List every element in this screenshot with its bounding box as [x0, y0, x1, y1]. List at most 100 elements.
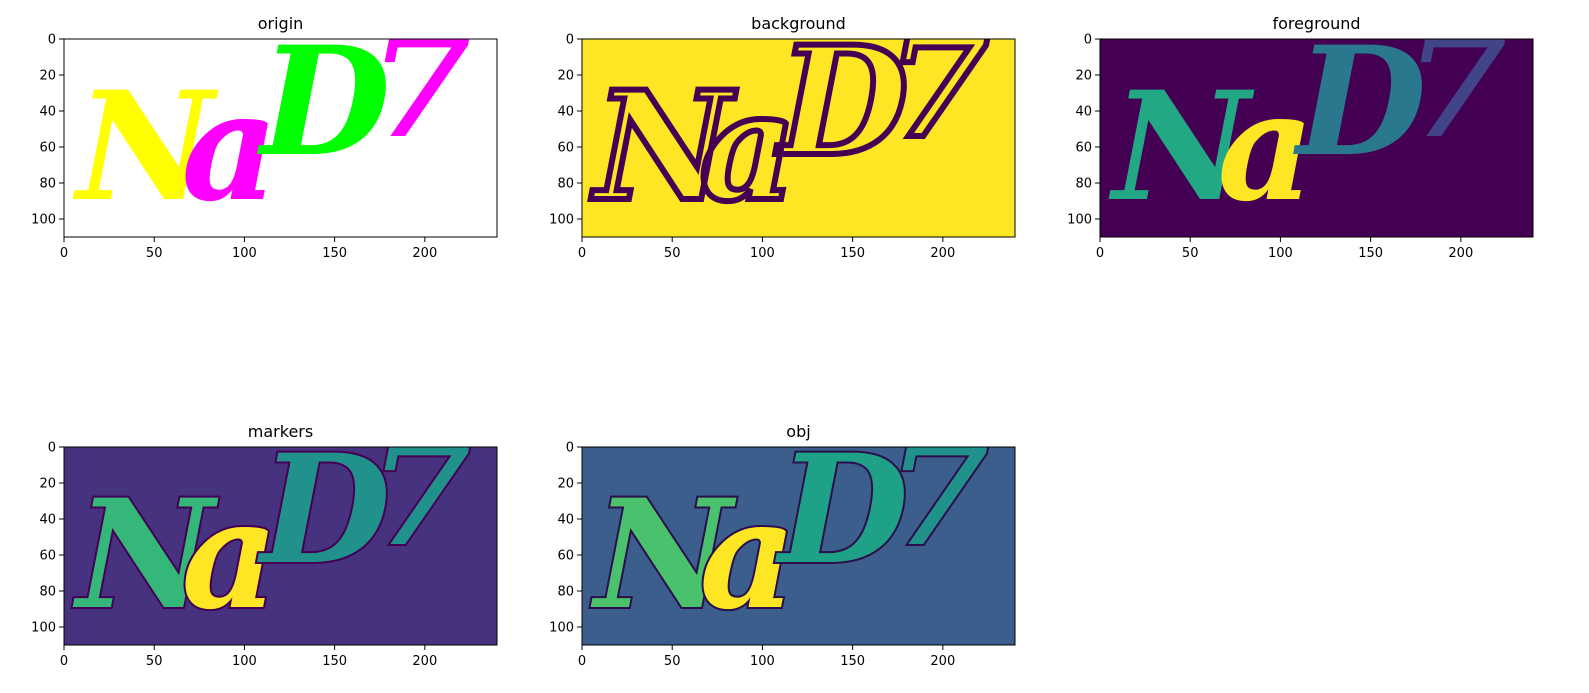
- glyph-7: 7: [369, 404, 473, 580]
- axes-frame: [63, 446, 498, 646]
- x-tick-label: 100: [750, 246, 775, 261]
- image-background: [1100, 39, 1533, 237]
- y-tick-label: 80: [39, 177, 56, 192]
- glyph-7: 7: [369, 0, 473, 172]
- glyph-a: a: [181, 59, 278, 235]
- image-background: [64, 39, 497, 237]
- glyph-a: a: [1217, 59, 1314, 235]
- y-tick-label: 60: [39, 549, 56, 564]
- x-tick-label: 50: [664, 246, 681, 261]
- y-tick-label: 60: [39, 141, 56, 156]
- y-tick-label: 20: [1075, 69, 1092, 84]
- x-tick-label: 150: [1358, 246, 1383, 261]
- y-tick-label: 40: [1075, 105, 1092, 120]
- y-tick-label: 0: [566, 441, 574, 456]
- glyph-D: D: [775, 422, 909, 598]
- panel-title: origin: [258, 14, 304, 33]
- x-tick-label: 50: [146, 654, 163, 669]
- glyph-N: N: [591, 467, 737, 643]
- glyph-D: D: [257, 14, 391, 190]
- glyph-N: N: [591, 59, 737, 235]
- glyph-D: D: [1293, 14, 1427, 190]
- x-tick-label: 200: [412, 654, 437, 669]
- y-tick-label: 20: [557, 477, 574, 492]
- y-tick-label: 40: [557, 105, 574, 120]
- y-tick-label: 20: [557, 69, 574, 84]
- x-tick-label: 0: [578, 246, 586, 261]
- glyph-N: N: [73, 59, 219, 235]
- glyph-7: 7: [887, 0, 991, 172]
- glyph-a: a: [181, 467, 278, 643]
- glyph-a: a: [699, 467, 796, 643]
- x-tick-label: 200: [1448, 246, 1473, 261]
- x-tick-label: 150: [840, 246, 865, 261]
- y-tick-label: 20: [39, 477, 56, 492]
- y-tick-label: 80: [557, 585, 574, 600]
- y-tick-label: 100: [1067, 213, 1092, 228]
- axes-frame: [581, 38, 1016, 238]
- x-tick-label: 100: [1268, 246, 1293, 261]
- x-tick-label: 200: [930, 246, 955, 261]
- glyph-D: D: [257, 422, 391, 598]
- glyph-N: N: [73, 467, 219, 643]
- axes-frame: [1099, 38, 1534, 238]
- axes-frame: [63, 38, 498, 238]
- y-tick-label: 40: [39, 513, 56, 528]
- x-tick-label: 0: [60, 246, 68, 261]
- y-tick-label: 100: [31, 621, 56, 636]
- glyph-7: 7: [887, 404, 991, 580]
- glyph-N: N: [1109, 59, 1255, 235]
- x-tick-label: 150: [322, 246, 347, 261]
- x-tick-label: 150: [840, 654, 865, 669]
- x-tick-label: 0: [60, 654, 68, 669]
- x-tick-label: 200: [930, 654, 955, 669]
- x-tick-label: 100: [232, 654, 257, 669]
- x-tick-label: 100: [232, 246, 257, 261]
- y-tick-label: 100: [31, 213, 56, 228]
- x-tick-label: 100: [750, 654, 775, 669]
- image-background: [582, 447, 1015, 645]
- y-tick-label: 100: [549, 213, 574, 228]
- y-tick-label: 60: [1075, 141, 1092, 156]
- glyph-7: 7: [1405, 0, 1509, 172]
- x-tick-label: 50: [664, 654, 681, 669]
- panel-title: foreground: [1272, 14, 1360, 33]
- y-tick-label: 0: [48, 33, 56, 48]
- y-tick-label: 0: [566, 33, 574, 48]
- y-tick-label: 60: [557, 141, 574, 156]
- y-tick-label: 40: [39, 105, 56, 120]
- image-background: [64, 447, 497, 645]
- y-tick-label: 60: [557, 549, 574, 564]
- panel-title: obj: [786, 422, 810, 441]
- glyph-a: a: [699, 59, 796, 235]
- panel-title: markers: [248, 422, 313, 441]
- x-tick-label: 50: [146, 246, 163, 261]
- y-tick-label: 20: [39, 69, 56, 84]
- y-tick-label: 100: [549, 621, 574, 636]
- x-tick-label: 200: [412, 246, 437, 261]
- x-tick-label: 50: [1182, 246, 1199, 261]
- y-tick-label: 40: [557, 513, 574, 528]
- y-tick-label: 80: [39, 585, 56, 600]
- x-tick-label: 0: [1096, 246, 1104, 261]
- x-tick-label: 150: [322, 654, 347, 669]
- y-tick-label: 80: [1075, 177, 1092, 192]
- glyph-D: D: [775, 14, 909, 190]
- panel-title: background: [751, 14, 846, 33]
- image-background: [582, 39, 1015, 237]
- y-tick-label: 0: [1084, 33, 1092, 48]
- y-tick-label: 0: [48, 441, 56, 456]
- x-tick-label: 0: [578, 654, 586, 669]
